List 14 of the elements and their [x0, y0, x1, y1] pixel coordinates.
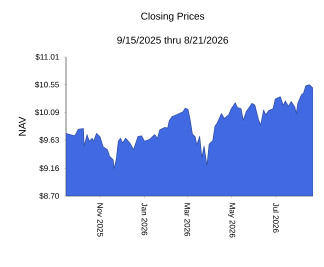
y-tick-label: $10.09: [34, 109, 59, 116]
chart-subtitle: 9/15/2025 thru 8/21/2026: [117, 36, 228, 44]
x-tick-label: May 2026: [228, 203, 236, 238]
x-tick-label: Jan 2026: [142, 202, 148, 236]
x-tick-label: Mar 2026: [184, 203, 190, 236]
y-tick-label: $11.01: [36, 54, 59, 60]
chart-title: Closing Prices: [141, 12, 204, 22]
y-tick-label: $10.55: [34, 81, 59, 88]
y-axis-title: NAV: [18, 116, 26, 136]
y-tick-label: $9.16: [39, 165, 59, 172]
x-tick-label: Jul 2026: [273, 202, 279, 233]
x-tick-label: Nov 2025: [97, 203, 103, 237]
y-tick-label: $8.70: [39, 192, 59, 200]
y-tick-label: $9.63: [39, 136, 59, 144]
